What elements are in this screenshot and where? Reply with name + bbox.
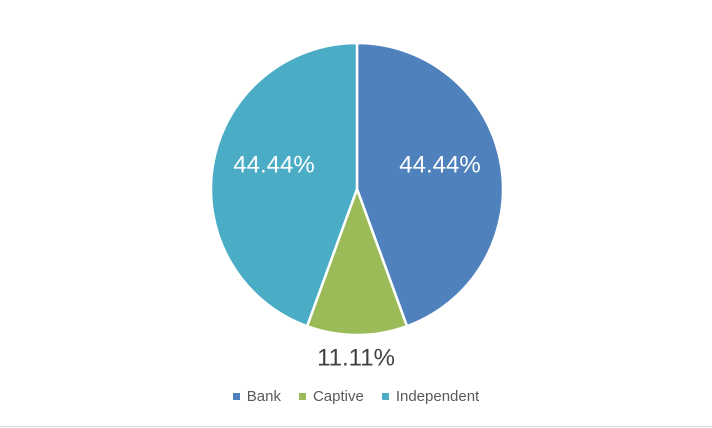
legend-label-independent: Independent	[395, 388, 480, 405]
legend-swatch-independent	[381, 393, 389, 400]
legend-swatch-captive	[298, 393, 306, 400]
data-label-independent: 44.44%	[233, 152, 314, 179]
legend-label-captive: Captive	[312, 388, 364, 405]
legend-item-independent: Independent	[381, 388, 480, 405]
legend-item-bank: Bank	[232, 388, 281, 405]
legend: Bank Captive Independent	[0, 388, 712, 405]
data-label-captive: 11.11%	[317, 345, 395, 372]
data-label-bank: 44.44%	[399, 152, 480, 179]
legend-item-captive: Captive	[298, 388, 364, 405]
pie-slice-independent	[209, 41, 359, 328]
legend-swatch-bank	[232, 393, 240, 400]
pie-slice-bank	[355, 41, 505, 328]
legend-label-bank: Bank	[246, 388, 281, 405]
pie-slice-captive	[305, 187, 409, 337]
